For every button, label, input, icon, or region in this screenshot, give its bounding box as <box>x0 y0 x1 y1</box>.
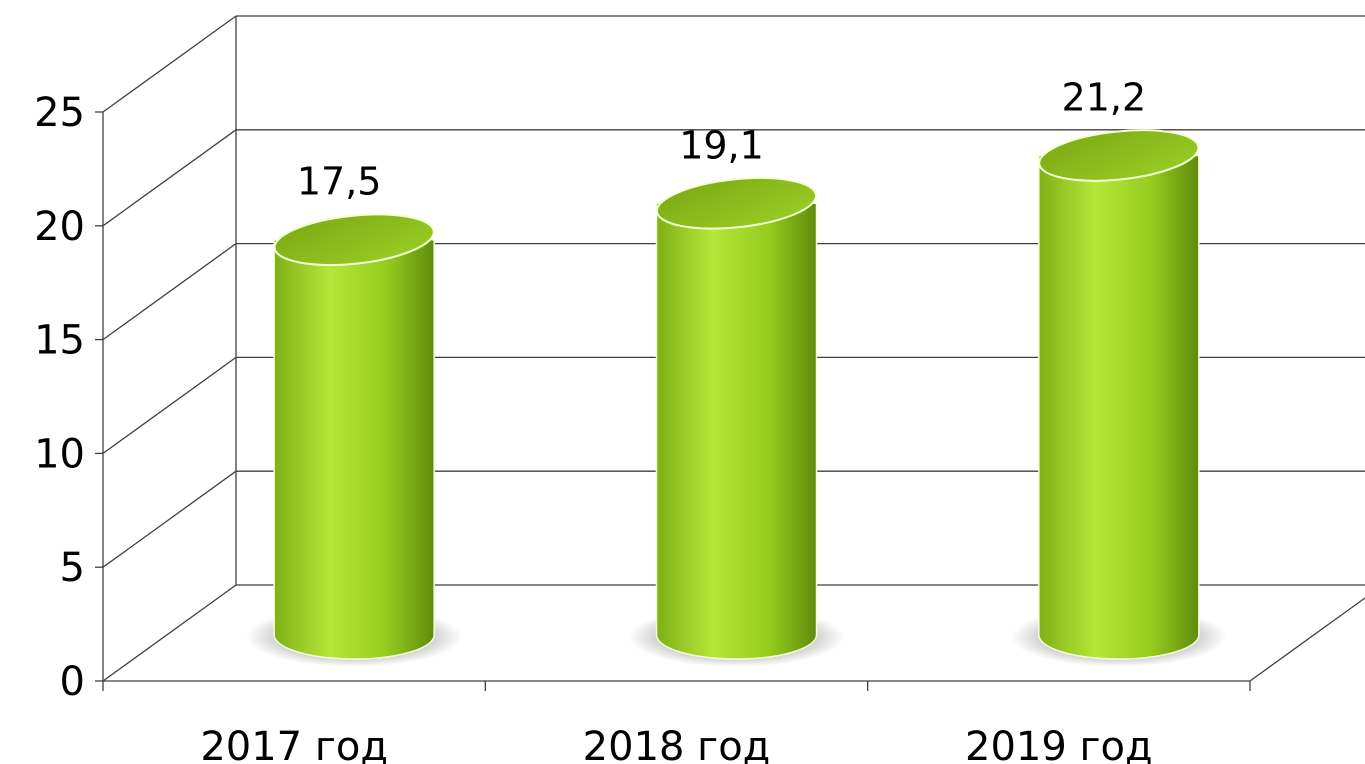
bar-body-0 <box>273 238 435 660</box>
gridline-side-2 <box>102 356 237 454</box>
y-tick-label-5: 25 <box>34 90 85 136</box>
gridline-side-0 <box>102 584 237 682</box>
bar-body-1 <box>655 202 818 660</box>
y-tick-label-1: 5 <box>60 545 85 591</box>
chart-frame <box>102 16 1365 682</box>
bars <box>246 129 1227 667</box>
bar-1 <box>628 176 845 667</box>
x-tick-label-1: 2018 год <box>583 724 771 764</box>
x-axis-ticks: 2017 год 2018 год 2019 год <box>102 681 1251 764</box>
data-label-2: 21,2 <box>1062 75 1147 119</box>
floor-right-edge <box>1249 597 1365 682</box>
y-tick-label-0: 0 <box>60 659 85 705</box>
x-tick-label-0: 2017 год <box>200 724 388 764</box>
gridline-side-1 <box>102 470 237 568</box>
data-labels: 17,5 19,1 21,2 <box>297 75 1146 203</box>
bar-top-0 <box>273 213 435 266</box>
y-tick-label-4: 20 <box>34 204 85 250</box>
y-axis-ticks: 0 5 10 15 20 25 <box>34 90 103 705</box>
y-tick-label-3: 15 <box>34 318 85 364</box>
y-tick-label-2: 10 <box>34 431 85 477</box>
gridline-side-3 <box>102 243 237 341</box>
gridline-side-4 <box>102 129 237 227</box>
bar-top-2 <box>1038 129 1200 182</box>
bar-top-1 <box>655 176 818 230</box>
bar-2 <box>1010 129 1227 667</box>
gridline-side-5 <box>102 15 237 113</box>
bar-0 <box>246 213 463 667</box>
data-label-1: 19,1 <box>679 123 764 167</box>
bar-body-2 <box>1038 154 1200 660</box>
data-label-0: 17,5 <box>297 160 382 204</box>
x-tick-label-2: 2019 год <box>965 724 1153 764</box>
